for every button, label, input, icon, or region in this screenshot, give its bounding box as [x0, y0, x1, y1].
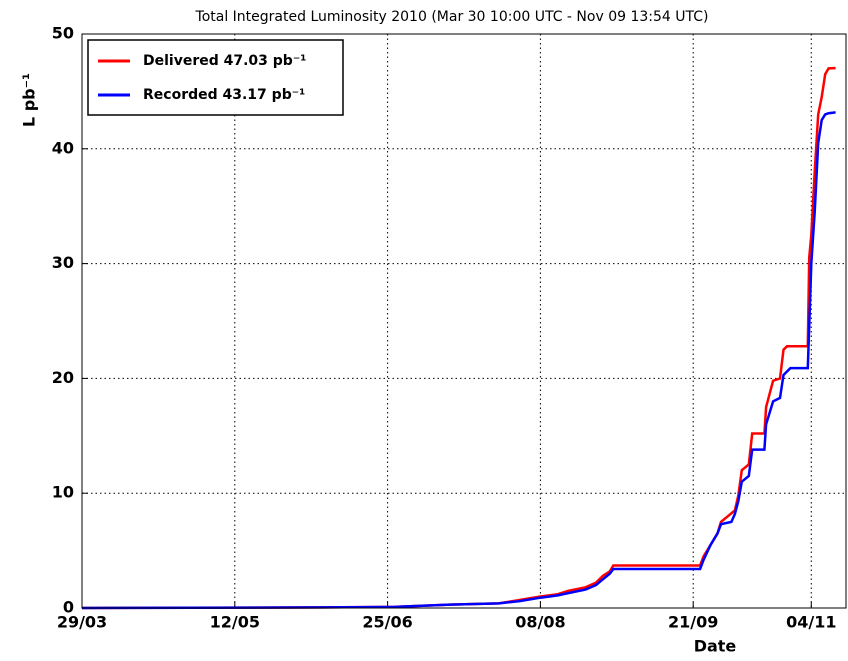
- x-tick-label: 29/03: [57, 613, 107, 632]
- y-tick-label: 10: [52, 483, 74, 502]
- chart-title: Total Integrated Luminosity 2010 (Mar 30…: [195, 9, 709, 25]
- x-tick-label: 25/06: [362, 613, 412, 632]
- y-tick-label: 50: [52, 24, 74, 43]
- series-line: [81, 111, 836, 610]
- legend: Delivered 47.03 pb⁻¹ Recorded 43.17 pb⁻¹: [87, 39, 344, 116]
- x-axis-label: Date: [694, 637, 737, 656]
- y-tick-label: 20: [52, 368, 74, 387]
- x-tick-label: 04/11: [786, 613, 836, 632]
- legend-box: [87, 39, 344, 116]
- plot-frame: [81, 33, 847, 609]
- y-tick-label: 40: [52, 138, 74, 157]
- y-tick-label: 30: [52, 253, 74, 272]
- y-tick-label: 0: [63, 598, 74, 617]
- legend-label: Recorded 43.17 pb⁻¹: [143, 87, 305, 103]
- x-tick-label: 12/05: [210, 613, 260, 632]
- y-axis-label: L pb⁻¹: [20, 73, 39, 127]
- x-tick-label: 21/09: [668, 613, 718, 632]
- x-tick-label: 08/08: [515, 613, 565, 632]
- legend-label: Delivered 47.03 pb⁻¹: [143, 53, 306, 69]
